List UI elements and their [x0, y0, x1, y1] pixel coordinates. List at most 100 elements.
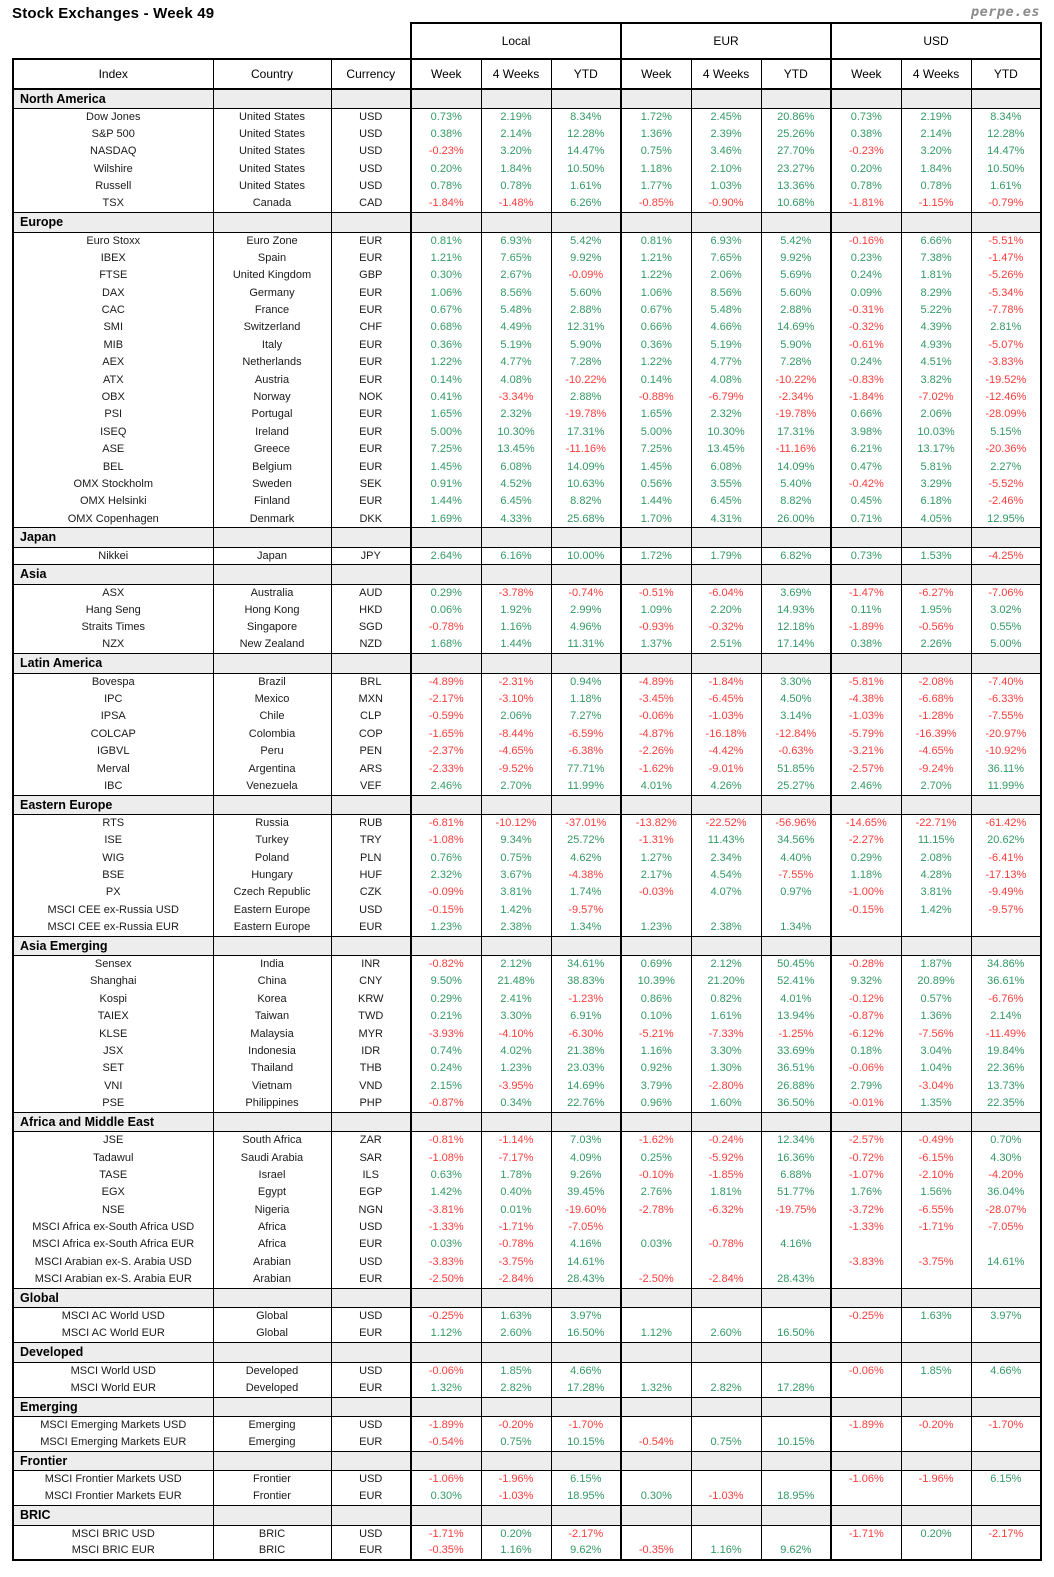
table-row: OBX Norway NOK 0.41% -3.34% 2.88% -0.88% -6.79%… [12, 388, 1043, 407]
value-cell: 0.78% [480, 178, 552, 196]
table-row: MSCI AC World USD Global USD -0.25% 1.63% 3.9… [12, 1307, 1043, 1326]
value-cell: 2.32% [690, 406, 762, 424]
value-cell: -8.44% [480, 725, 552, 743]
value-cell: 0.06% [410, 601, 482, 620]
section-cell [760, 527, 832, 548]
value-cell: 36.04% [970, 1184, 1043, 1202]
table-row: MSCI Emerging Markets USD Emerging USD -1.8… [12, 1416, 1043, 1434]
section-cell [620, 653, 692, 674]
value-cell: -0.88% [620, 388, 692, 407]
section-cell [690, 1342, 762, 1363]
table-row: IPC Mexico MXN -2.17% -3.10% 1.18% -3.45% -6.45… [12, 690, 1043, 709]
country-cell: Africa [212, 1236, 332, 1254]
value-cell: -5.34% [970, 284, 1043, 302]
section-cell [970, 1342, 1043, 1363]
value-cell: 4.08% [690, 371, 762, 389]
value-cell: 1.16% [620, 1042, 692, 1061]
value-cell: 5.19% [690, 336, 762, 355]
value-cell [690, 1218, 762, 1237]
section-cell [410, 653, 482, 674]
value-cell: 4.26% [690, 777, 762, 796]
section-label: Japan [12, 527, 214, 548]
value-cell [900, 1433, 972, 1452]
value-cell: -0.28% [830, 955, 902, 974]
currency-cell: COP [330, 725, 412, 743]
value-cell: 6.16% [480, 547, 552, 565]
section-cell [620, 212, 692, 233]
currency-cell: EUR [330, 919, 412, 937]
value-cell [830, 1379, 902, 1397]
section-cell [410, 212, 482, 233]
value-cell [760, 1218, 832, 1237]
value-cell: 0.01% [480, 1201, 552, 1219]
value-cell: -2.34% [760, 388, 832, 407]
section-cell [830, 1342, 902, 1363]
currency-cell: VEF [330, 777, 412, 796]
value-cell: -1.84% [690, 673, 762, 691]
index-cell: SMI [12, 319, 214, 337]
value-cell [620, 1362, 692, 1380]
section-cell [830, 935, 902, 957]
value-cell: 5.48% [690, 301, 762, 320]
value-cell: -1.08% [410, 1149, 482, 1167]
value-cell: 2.82% [480, 1379, 552, 1397]
table-row: PSE Philippines PHP -0.87% 0.34% 22.76% 0.96% 1… [12, 1095, 1043, 1113]
value-cell: 1.63% [900, 1307, 972, 1326]
value-cell: 2.82% [690, 1379, 762, 1397]
section-row-global: Global [12, 1287, 1043, 1309]
value-cell: -1.62% [620, 760, 692, 778]
country-cell: Denmark [212, 510, 332, 528]
value-cell: 2.19% [480, 108, 552, 126]
value-cell: -0.32% [830, 319, 902, 337]
currency-cell: USD [330, 1416, 412, 1434]
value-cell: -3.75% [900, 1253, 972, 1272]
value-cell: 4.39% [900, 319, 972, 337]
value-cell: -0.15% [410, 901, 482, 920]
section-cell [480, 1396, 552, 1417]
value-cell: 1.27% [620, 849, 692, 867]
value-cell: 1.18% [550, 690, 622, 709]
value-cell: 18.95% [550, 1488, 622, 1506]
value-cell: -22.52% [690, 814, 762, 833]
value-cell: -0.01% [830, 1095, 902, 1113]
section-cell [690, 1396, 762, 1417]
value-cell: 2.99% [550, 601, 622, 620]
value-cell: -14.65% [830, 814, 902, 833]
value-cell: 13.45% [690, 441, 762, 459]
country-cell: Indonesia [212, 1042, 332, 1061]
value-cell: -9.57% [550, 901, 622, 920]
value-cell: -7.33% [690, 1025, 762, 1043]
country-cell: Global [212, 1325, 332, 1343]
value-cell [970, 919, 1043, 937]
section-cell [480, 1111, 552, 1133]
value-cell: 6.88% [760, 1166, 832, 1185]
value-cell: 7.25% [620, 441, 692, 459]
currency-cell: EGP [330, 1184, 412, 1202]
value-cell: -3.93% [410, 1025, 482, 1043]
index-cell: IGBVL [12, 743, 214, 761]
value-cell: 1.76% [830, 1184, 902, 1202]
value-cell: -1.06% [410, 1470, 482, 1489]
table-row: OMX Copenhagen Denmark DKK 1.69% 4.33% 25.68%… [12, 510, 1043, 528]
country-cell: Vietnam [212, 1077, 332, 1096]
value-cell: -0.25% [410, 1307, 482, 1326]
value-cell: 2.27% [970, 458, 1043, 476]
section-row-emerging: Emerging [12, 1396, 1043, 1417]
value-cell: 14.93% [760, 601, 832, 620]
value-cell: 5.15% [970, 423, 1043, 442]
table-row: PSI Portugal EUR 1.65% 2.32% -19.78% 1.65% 2.32… [12, 406, 1043, 424]
value-cell: 1.56% [900, 1184, 972, 1202]
value-cell: 1.85% [900, 1362, 972, 1380]
value-cell: -0.63% [760, 743, 832, 761]
value-cell: -6.38% [550, 743, 622, 761]
section-label: Asia [12, 564, 214, 585]
value-cell: 1.61% [550, 178, 622, 196]
value-cell: -0.42% [830, 475, 902, 494]
country-cell: Canada [212, 195, 332, 213]
table-row: Russell United States USD 0.78% 0.78% 1.61% 1.… [12, 178, 1043, 196]
currency-cell: USD [330, 1525, 412, 1543]
value-cell: -9.52% [480, 760, 552, 778]
table-row: Wilshire United States USD 0.20% 1.84% 10.50%… [12, 160, 1043, 179]
value-cell: 0.70% [970, 1131, 1043, 1150]
value-cell: -0.06% [830, 1362, 902, 1380]
